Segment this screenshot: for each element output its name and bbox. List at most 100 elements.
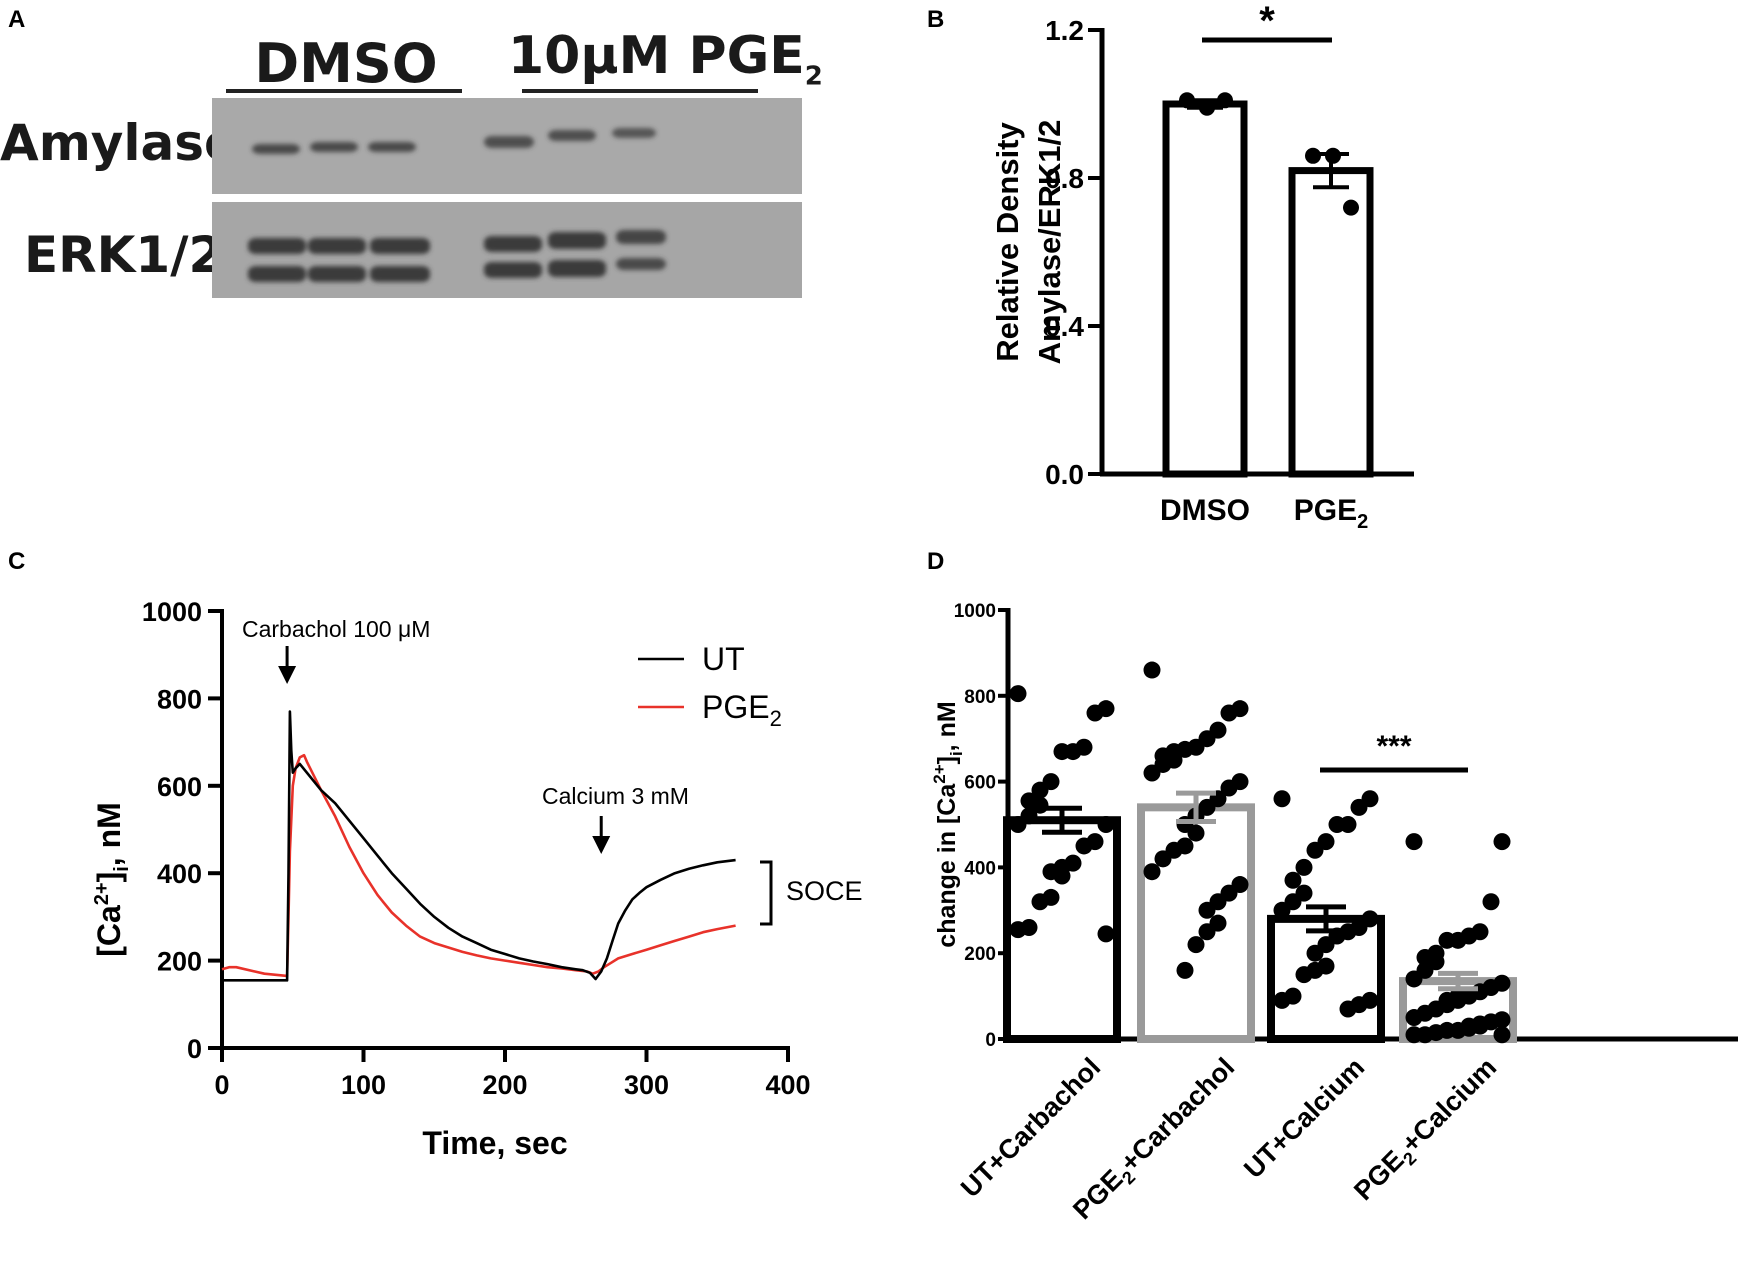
blot-band-12: [616, 230, 666, 244]
chart-d-point: [1097, 816, 1115, 833]
chart-c-soce-label: SOCE: [786, 876, 863, 906]
chart-c-x-tick-label: 400: [765, 1070, 810, 1100]
blot-band-14: [308, 266, 366, 282]
chart-b-y-label-line2: Amylase/ERK1/2: [1032, 120, 1067, 365]
chart-d-point: [1493, 833, 1511, 851]
chart-d-point: [1097, 925, 1115, 943]
chart-d-bar-2: [1137, 803, 1255, 1043]
chart-c-soce-bracket: [760, 860, 773, 926]
blot-row-amylase-label: Amylase: [0, 114, 238, 172]
chart-d-x-label-pre: UT+Calcium: [1238, 1052, 1370, 1184]
chart-d-point: [1143, 764, 1161, 782]
chart-d-point: [1295, 858, 1313, 876]
blot-group-pge2-line: [522, 89, 758, 93]
chart-b-y-tick-label: 0.0: [1045, 459, 1084, 490]
blot-band-9: [370, 238, 430, 254]
chart-b-point: [1217, 92, 1233, 109]
chart-d-point: [1273, 991, 1291, 1009]
chart-c-x-tick-label: 200: [482, 1070, 527, 1100]
chart-d-y-tick-label: 200: [964, 944, 996, 965]
chart-d-point: [1405, 970, 1423, 988]
blot-band-8: [308, 238, 366, 254]
chart-d-point: [1405, 833, 1423, 851]
chart-d-point: [1187, 936, 1205, 954]
blot-row-erk-label: ERK1/2: [24, 226, 224, 284]
chart-d-point: [1075, 837, 1093, 855]
chart-d-point: [1176, 961, 1194, 979]
chart-d-point: [1306, 944, 1324, 962]
chart-d-y-label-end: ]: [933, 756, 961, 764]
chart-d-point: [1009, 816, 1027, 833]
chart-c-y-label-end: ]: [91, 872, 127, 883]
chart-c-y-tick-label: 600: [157, 772, 202, 802]
blot-band-6: [612, 128, 656, 138]
chart-c-y-tick-label: 200: [157, 947, 202, 977]
chart-b-point: [1305, 147, 1321, 164]
chart-d-point: [1031, 781, 1049, 799]
chart-d-y-label-unit: , nM: [933, 701, 961, 751]
blot-group-pge2-sub: 2: [804, 61, 823, 92]
chart-b-significance-star: *: [1259, 0, 1275, 43]
chart-d-x-tick-label-4: PGE2+Calcium: [1348, 1052, 1506, 1210]
chart-b-x-label-main: PGE: [1294, 494, 1357, 527]
chart-d-y-tick-label: 600: [964, 773, 996, 794]
chart-d-point: [1482, 893, 1500, 911]
chart-d-x-label-post: +Carbachol: [1115, 1052, 1241, 1178]
chart-c-y-label-unit: , nM: [91, 802, 127, 866]
blot-band-16: [484, 262, 542, 278]
chart-d-point: [1009, 921, 1027, 939]
chart-d-y-tick-label: 400: [964, 858, 996, 879]
chart-d-x-label-post: +Calcium: [1396, 1052, 1503, 1159]
chart-d-point: [1198, 923, 1216, 941]
chart-c-y-tick-label: 800: [157, 684, 202, 714]
chart-d-x-tick-label-3: UT+Calcium: [1238, 1052, 1370, 1184]
chart-c-y-tick-label: 0: [187, 1034, 202, 1064]
chart-d-point: [1009, 685, 1027, 703]
chart-b-relative-density: 0.0 0.4 0.8 1.2 Relative Density Amylase/ERK1…: [990, 0, 1414, 533]
chart-d-y-label: change in [Ca2+]i, nM: [930, 701, 966, 947]
chart-b-y-tick-label: 1.2: [1045, 15, 1084, 46]
chart-d-point: [1220, 704, 1238, 722]
chart-d-point: [1405, 1026, 1423, 1044]
chart-c-carbachol-annotation: Carbachol 100 μM: [242, 616, 430, 642]
chart-b-x-tick-label-2: PGE2: [1294, 494, 1368, 533]
chart-b-point: [1179, 92, 1195, 109]
chart-d-y-tick-label: 0: [985, 1030, 996, 1051]
chart-b-y-tick-label: 0.8: [1045, 163, 1084, 194]
blot-band-18: [616, 258, 666, 270]
blot-band-2: [310, 142, 358, 152]
blot-band-5: [548, 130, 596, 141]
chart-b-y-label: Relative Density Amylase/ERK1/2: [990, 120, 1067, 365]
chart-d-point: [1493, 1026, 1511, 1044]
chart-b-y-tick-label: 0.4: [1045, 311, 1084, 342]
western-blot-panel: DMSO 10μM PGE2 Amylase ERK1/2: [0, 0, 823, 310]
blot-group-pge2: 10μM PGE2: [508, 26, 823, 91]
chart-d-y-label-sub: i: [947, 751, 966, 756]
chart-d-point: [1295, 966, 1313, 984]
chart-d-calcium-change: 0 200 400 600 800 1000 change in [Ca2+]i, nM UT…: [930, 601, 1738, 1225]
blot-membranes: [212, 98, 802, 298]
chart-b-point: [1199, 99, 1215, 116]
chart-c-legend-pge2-label: PGE2: [702, 689, 782, 731]
chart-b-point: [1343, 199, 1359, 216]
chart-d-x-tick-label-1: UT+Carbachol: [955, 1052, 1106, 1203]
blot-band-17: [548, 260, 606, 277]
blot-band-11: [548, 232, 606, 249]
chart-d-point: [1086, 704, 1104, 722]
chart-d-y-label-sup: 2+: [930, 764, 949, 783]
blot-group-dmso: DMSO: [254, 32, 438, 95]
chart-d-point: [1187, 824, 1205, 842]
chart-d-point: [1273, 901, 1291, 919]
chart-b-y-label-line1: Relative Density: [990, 121, 1025, 361]
chart-d-point: [1053, 867, 1071, 885]
chart-c-x-tick-label: 0: [214, 1070, 229, 1100]
chart-d-point: [1306, 841, 1324, 859]
chart-c-y-label-main: [Ca: [91, 905, 127, 957]
chart-c-carbachol-arrow-head: [278, 666, 297, 684]
panel-label-d: D: [927, 548, 945, 575]
chart-b-x-label-sub: 2: [1357, 511, 1368, 533]
panel-label-b: B: [927, 6, 945, 33]
chart-c-series-pge2-line: [221, 753, 736, 978]
chart-c-legend-pge2-sub: 2: [770, 706, 782, 731]
chart-b-x-label-main: DMSO: [1160, 494, 1250, 527]
